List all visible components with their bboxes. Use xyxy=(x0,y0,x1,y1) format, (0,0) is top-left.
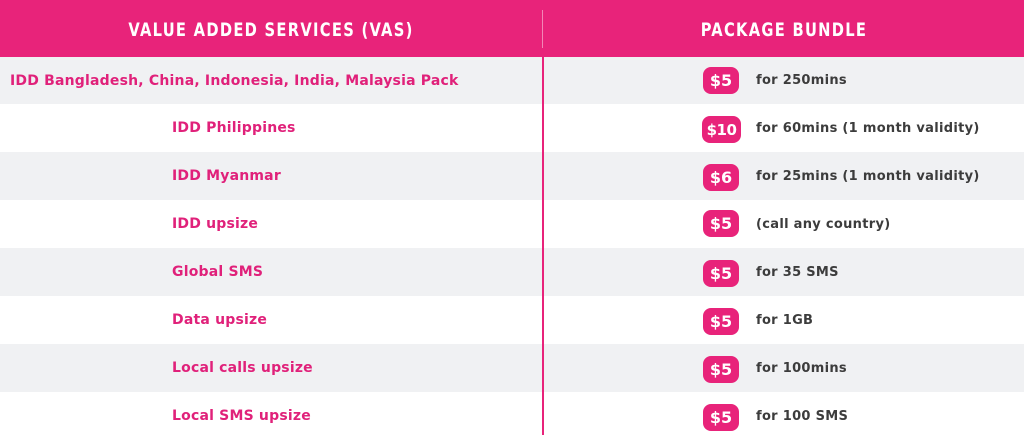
table-row: Global SMS $5 for 35 SMS xyxy=(0,248,1024,296)
bundle-description: for 100mins xyxy=(756,360,847,376)
service-name: Local SMS upsize xyxy=(172,408,311,424)
price-badge: $5 xyxy=(703,67,739,94)
price-badge: $5 xyxy=(703,308,739,335)
price-badge: $6 xyxy=(703,164,739,191)
bundle-description: for 60mins (1 month validity) xyxy=(756,120,980,136)
bundle-description: for 100 SMS xyxy=(756,408,849,424)
header-services: VALUE ADDED SERVICES (VAS) xyxy=(128,19,414,41)
price-badge: $5 xyxy=(703,210,739,237)
table-row: Local SMS upsize $5 for 100 SMS xyxy=(0,392,1024,440)
bundle-description: for 1GB xyxy=(756,312,814,328)
bundle-description: for 25mins (1 month validity) xyxy=(756,168,980,184)
table-header: VALUE ADDED SERVICES (VAS) PACKAGE BUNDL… xyxy=(0,0,1024,57)
table-row: IDD upsize $5 (call any country) xyxy=(0,200,1024,248)
service-name: IDD Bangladesh, China, Indonesia, India,… xyxy=(10,72,459,89)
service-name: Data upsize xyxy=(172,312,268,328)
price-badge: $5 xyxy=(703,260,739,287)
price-badge: $5 xyxy=(703,356,739,383)
table-row: IDD Philippines $10 for 60mins (1 month … xyxy=(0,104,1024,152)
table-row: Local calls upsize $5 for 100mins xyxy=(0,344,1024,392)
price-badge: $10 xyxy=(702,116,741,143)
service-name: Global SMS xyxy=(172,264,264,280)
bundle-description: for 35 SMS xyxy=(756,264,839,280)
table-row: IDD Bangladesh, China, Indonesia, India,… xyxy=(0,57,1024,104)
header-divider xyxy=(542,10,543,48)
service-name: IDD upsize xyxy=(172,216,259,232)
bundle-description: (call any country) xyxy=(756,216,891,232)
bundle-description: for 250mins xyxy=(756,73,847,88)
table-row: IDD Myanmar $6 for 25mins (1 month valid… xyxy=(0,152,1024,200)
service-name: Local calls upsize xyxy=(172,360,313,376)
table-body: IDD Bangladesh, China, Indonesia, India,… xyxy=(0,57,1024,440)
service-name: IDD Myanmar xyxy=(172,168,281,184)
header-package-bundle: PACKAGE BUNDLE xyxy=(700,19,868,41)
column-divider xyxy=(542,57,544,435)
table-row: Data upsize $5 for 1GB xyxy=(0,296,1024,344)
service-name: IDD Philippines xyxy=(172,120,296,136)
price-badge: $5 xyxy=(703,404,739,431)
